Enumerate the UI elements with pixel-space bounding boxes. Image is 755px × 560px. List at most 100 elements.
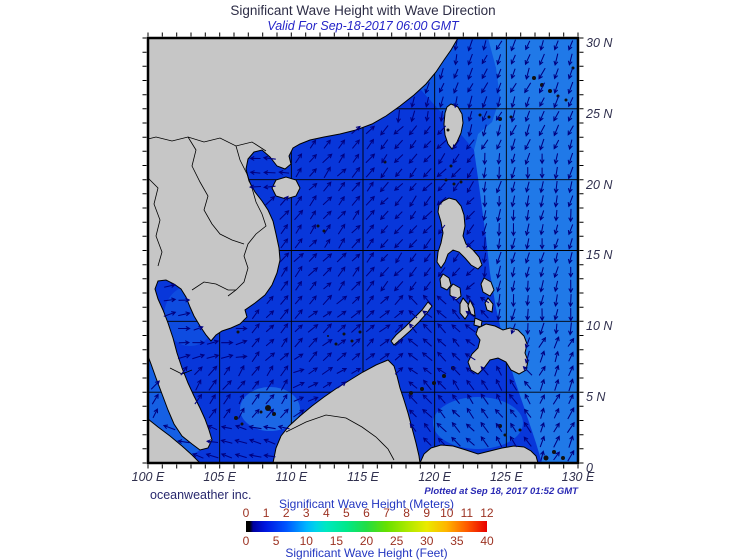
small-island <box>334 342 338 346</box>
small-island <box>449 164 453 168</box>
feet-tick: 25 <box>389 534 404 548</box>
lat-label: 10 N <box>586 319 613 334</box>
wave-height-colorbar <box>246 521 487 532</box>
meters-tick: 7 <box>383 506 390 520</box>
feet-tick: 10 <box>299 534 313 548</box>
feet-tick: 30 <box>420 534 434 548</box>
small-island <box>432 381 436 385</box>
small-island <box>498 117 502 121</box>
landmass <box>419 444 539 464</box>
small-island <box>444 178 448 182</box>
celebes-water-patch <box>433 397 523 449</box>
meters-tick: 2 <box>282 506 290 520</box>
small-island <box>564 98 568 102</box>
meters-tick: 1 <box>262 506 270 520</box>
small-island <box>452 182 456 186</box>
legend-meters-title: Significant Wave Height (Meters) <box>279 497 454 511</box>
wave-direction-arrows <box>150 39 575 462</box>
meters-tick: 5 <box>343 506 350 520</box>
degree-tick-marks <box>142 32 584 469</box>
landmass <box>467 323 529 375</box>
feet-tick: 5 <box>272 534 280 548</box>
meters-tick: 8 <box>403 506 410 520</box>
small-island <box>240 422 244 426</box>
small-island <box>459 180 463 184</box>
lat-label: 25 N <box>586 106 613 121</box>
landmass <box>439 273 452 291</box>
small-island <box>259 410 263 414</box>
meters-tick: 3 <box>302 506 310 520</box>
legend-feet-title: Significant Wave Height (Feet) <box>285 546 448 560</box>
country-border <box>147 177 163 267</box>
country-border <box>191 281 236 291</box>
meters-tick: 4 <box>322 506 330 520</box>
lon-label: 125 E <box>489 470 523 484</box>
small-island <box>532 76 536 80</box>
small-island <box>236 330 240 334</box>
small-island <box>358 330 362 334</box>
feet-tick: 40 <box>480 534 494 548</box>
landmass <box>271 176 301 200</box>
plotted-timestamp: Plotted at Sep 18, 2017 01:52 GMT <box>424 486 578 497</box>
small-island <box>327 335 329 337</box>
landmass <box>443 103 464 150</box>
meters-tick: 0 <box>242 506 250 520</box>
lat-label: 20 N <box>586 177 613 192</box>
small-island <box>420 387 424 391</box>
meters-tick: 6 <box>363 506 370 520</box>
small-island <box>548 89 552 93</box>
small-island <box>342 332 346 336</box>
credit-text: oceanweather inc. <box>150 488 252 502</box>
meters-tick: 11 <box>460 506 474 520</box>
lon-label: 115 E <box>347 470 379 484</box>
small-island <box>509 115 513 119</box>
meters-tick: 9 <box>423 506 431 520</box>
small-island <box>518 428 522 432</box>
small-island <box>503 433 507 437</box>
feet-tick: 0 <box>242 534 250 548</box>
country-border <box>227 145 267 297</box>
small-island <box>322 229 326 233</box>
legend-meters-ticks: 0 1 2 3 4 5 6 7 8 9 10 11 12 <box>239 506 494 520</box>
lat-label: 0 <box>586 460 593 475</box>
small-island <box>234 416 238 420</box>
feet-tick: 20 <box>359 534 374 548</box>
lat-label: 5 N <box>586 390 606 405</box>
lat-label: 30 N <box>586 36 613 50</box>
wave-map <box>142 32 584 469</box>
small-island <box>265 405 271 411</box>
small-island <box>316 224 320 228</box>
landmass <box>272 359 421 464</box>
small-island <box>478 113 482 117</box>
lon-label: 130 E <box>561 470 595 484</box>
lat-label: 15 N <box>586 248 613 263</box>
landmass <box>480 277 495 297</box>
small-island <box>543 455 549 461</box>
legend-feet-ticks: 0 5 10 15 20 25 30 35 40 <box>237 534 496 548</box>
lon-label: 110 E <box>275 470 308 484</box>
meters-tick: 10 <box>440 506 454 520</box>
landmass <box>467 298 476 317</box>
small-island <box>561 456 565 460</box>
valid-time-subtitle: Valid For Sep-18-2017 06:00 GMT <box>267 19 459 33</box>
feet-tick: 15 <box>329 534 344 548</box>
country-border <box>187 136 245 245</box>
country-border <box>285 414 395 461</box>
lon-label: 120 E <box>418 470 451 484</box>
wave-map-canvas <box>142 32 584 469</box>
page-title: Significant Wave Height with Wave Direct… <box>230 3 496 18</box>
landmass <box>436 197 483 270</box>
landmass <box>459 297 470 320</box>
lon-label: 105 E <box>203 470 236 484</box>
map-frame <box>146 36 580 465</box>
landmass <box>390 301 433 346</box>
small-island <box>442 374 446 378</box>
small-island <box>350 339 354 343</box>
small-island <box>487 115 491 119</box>
feet-tick: 35 <box>450 534 464 548</box>
malacca-strait-water <box>148 356 200 455</box>
country-border <box>147 136 267 152</box>
small-island <box>552 450 556 454</box>
lon-label: 100 E <box>131 470 165 484</box>
